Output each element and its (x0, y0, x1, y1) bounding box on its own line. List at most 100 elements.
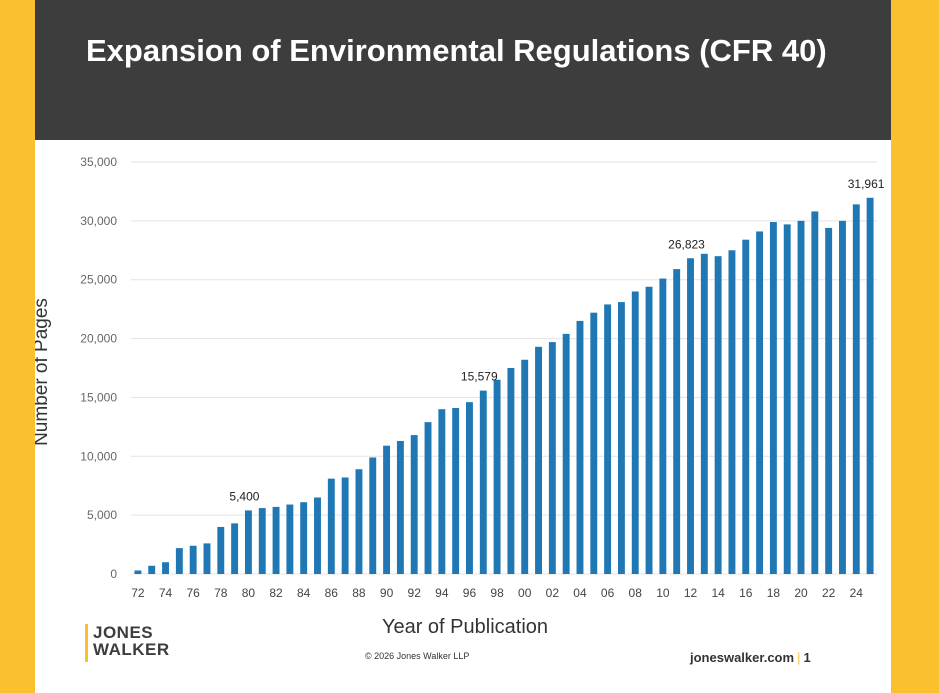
y-axis-tick-labels: 0 5,000 10,000 15,000 20,000 25,000 30,000 35,0… (80, 155, 117, 581)
bar-09 (645, 286, 653, 574)
bar-22 (825, 227, 833, 575)
x-tick-label: 90 (380, 586, 394, 600)
bar-05 (590, 312, 598, 574)
y-tick-label: 15,000 (80, 390, 117, 404)
bar-98 (493, 379, 501, 574)
bar-90 (383, 445, 391, 574)
bar-16 (742, 239, 750, 575)
x-tick-label: 00 (518, 586, 532, 600)
bar-79 (231, 523, 239, 574)
footer-separator: | (797, 650, 801, 665)
bar-02 (548, 342, 556, 574)
x-tick-label: 86 (325, 586, 339, 600)
data-label: 5,400 (229, 489, 259, 503)
data-label: 31,961 (848, 177, 885, 191)
y-tick-label: 35,000 (80, 155, 117, 169)
bar-12 (687, 258, 694, 574)
slide: Expansion of Environmental Regulations (… (35, 0, 891, 693)
logo-line-1: JONES (93, 623, 154, 642)
bar-99 (507, 368, 515, 574)
jones-walker-logo: JONES WALKER (85, 624, 170, 662)
bar-91 (396, 440, 404, 574)
y-tick-label: 20,000 (80, 332, 117, 346)
x-tick-label: 14 (711, 586, 725, 600)
bar-24 (852, 204, 860, 574)
bar-chart: 0 5,000 10,000 15,000 20,000 25,000 30,000 35,0… (35, 155, 885, 638)
bars (134, 197, 874, 575)
x-tick-label: 78 (214, 586, 228, 600)
bar-23 (839, 220, 846, 574)
bar-01 (535, 346, 542, 574)
x-tick-label: 12 (684, 586, 698, 600)
y-tick-label: 5,000 (87, 508, 117, 522)
data-label: 26,823 (668, 237, 705, 251)
bar-06 (604, 304, 612, 574)
bar-85 (314, 497, 321, 574)
x-tick-label: 22 (822, 586, 836, 600)
x-tick-label: 98 (490, 586, 504, 600)
x-tick-label: 02 (546, 586, 560, 600)
bar-19 (783, 224, 791, 575)
bar-97 (479, 390, 487, 574)
bar-96 (466, 402, 473, 574)
x-tick-label: 16 (739, 586, 753, 600)
bar-89 (369, 457, 377, 574)
header-bar: Expansion of Environmental Regulations (… (35, 0, 891, 140)
logo-line-2: WALKER (93, 640, 170, 659)
y-tick-label: 30,000 (80, 214, 117, 228)
bar-77 (203, 543, 211, 574)
x-tick-label: 24 (850, 586, 864, 600)
bar-04 (576, 320, 584, 574)
bar-13 (700, 253, 708, 574)
bar-87 (341, 477, 349, 574)
y-axis-label: Number of Pages (35, 298, 52, 446)
bar-14 (714, 256, 722, 574)
bar-03 (562, 333, 570, 574)
x-tick-label: 04 (573, 586, 587, 600)
bar-07 (617, 302, 625, 574)
bar-86 (327, 478, 335, 574)
bar-84 (300, 502, 308, 574)
bar-21 (811, 211, 819, 574)
x-tick-label: 88 (352, 586, 366, 600)
x-tick-label: 74 (159, 586, 173, 600)
bar-15 (728, 250, 736, 575)
site-url[interactable]: joneswalker.com (690, 650, 795, 665)
x-tick-label: 84 (297, 586, 311, 600)
bar-81 (258, 508, 266, 574)
x-tick-label: 10 (656, 586, 670, 600)
x-tick-label: 76 (186, 586, 200, 600)
bar-95 (452, 408, 460, 574)
bar-78 (217, 526, 225, 574)
slide-title: Expansion of Environmental Regulations (… (86, 33, 827, 68)
x-tick-label: 06 (601, 586, 615, 600)
copyright-text: © 2026 Jones Walker LLP (365, 651, 470, 661)
bar-11 (673, 269, 681, 574)
bar-94 (438, 409, 446, 574)
bar-88 (355, 469, 363, 574)
bar-18 (769, 222, 777, 574)
x-axis-label: Year of Publication (382, 616, 548, 638)
bar-08 (631, 291, 639, 574)
bar-93 (424, 422, 432, 574)
bar-83 (286, 504, 294, 574)
bar-75 (175, 548, 183, 574)
bar-25 (866, 197, 874, 574)
bar-92 (410, 435, 418, 574)
footer-site: joneswalker.com | 1 (690, 650, 811, 665)
y-tick-label: 0 (110, 567, 117, 581)
bar-82 (272, 506, 280, 574)
bar-72 (134, 570, 142, 574)
x-tick-label: 08 (629, 586, 643, 600)
x-tick-label: 80 (242, 586, 256, 600)
data-labels: 5,400 15,579 26,823 31,961 (229, 177, 884, 504)
bar-00 (521, 359, 529, 574)
x-tick-label: 96 (463, 586, 477, 600)
y-tick-label: 25,000 (80, 273, 117, 287)
gridlines (131, 161, 877, 575)
data-label: 15,579 (461, 370, 498, 384)
page-number: 1 (803, 650, 811, 665)
bar-73 (148, 565, 156, 574)
x-tick-label: 72 (131, 586, 145, 600)
bar-17 (756, 231, 764, 575)
